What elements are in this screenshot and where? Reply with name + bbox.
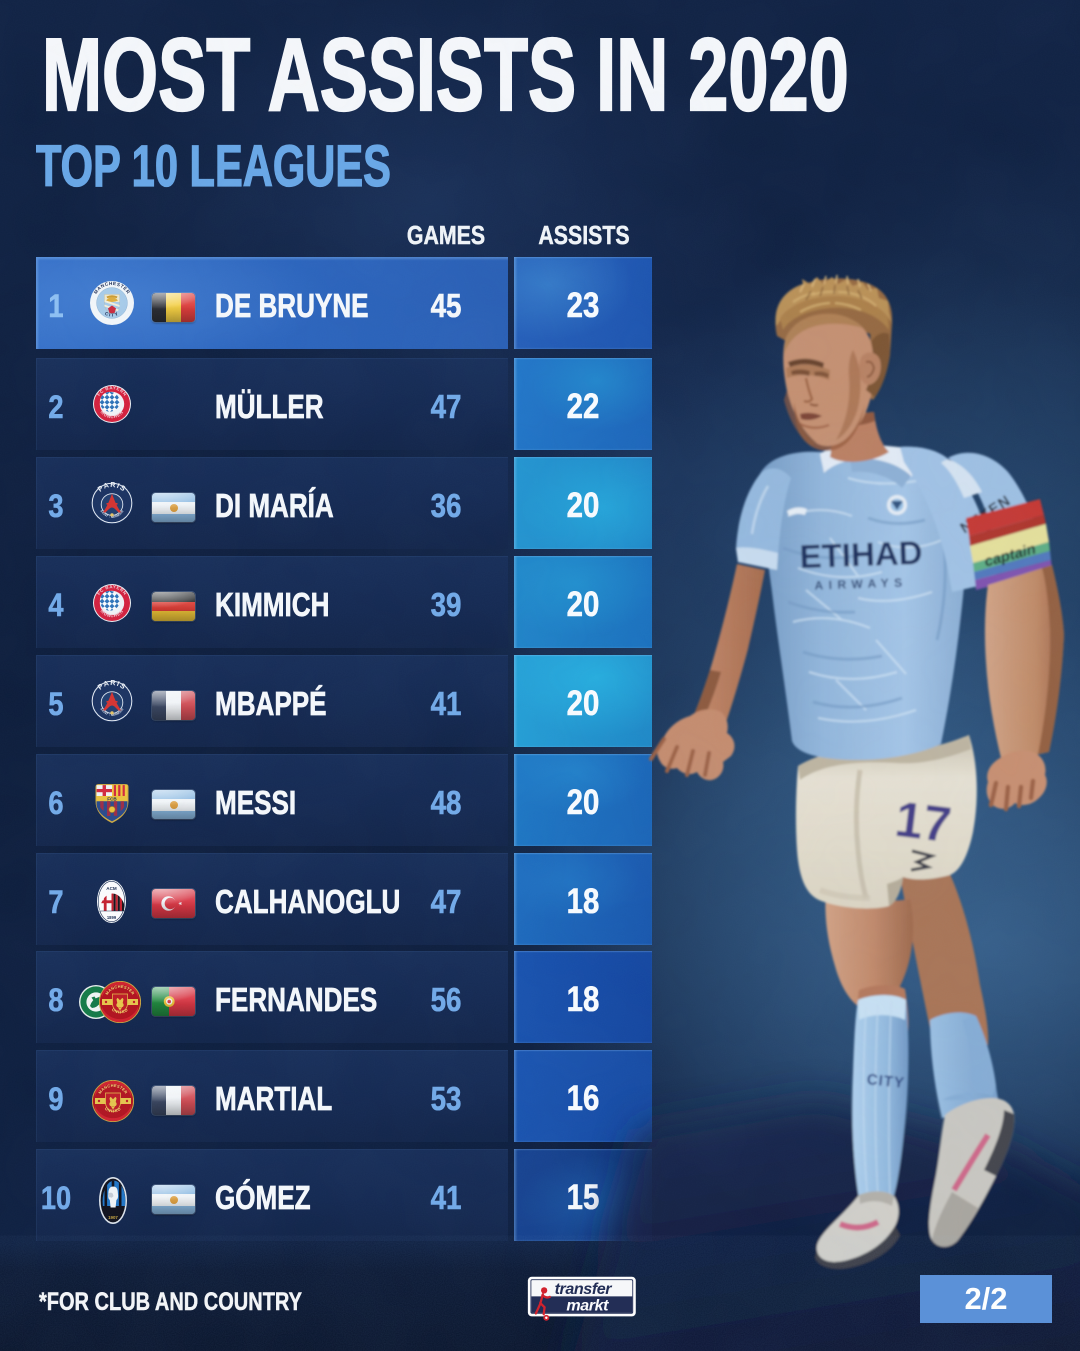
svg-text:transfer: transfer <box>555 1280 613 1298</box>
svg-text:17: 17 <box>892 791 954 853</box>
svg-text:ACM: ACM <box>106 886 117 891</box>
svg-text:FCB: FCB <box>107 797 117 802</box>
svg-text:1907: 1907 <box>108 1215 118 1220</box>
svg-text:markt: markt <box>566 1296 609 1314</box>
svg-text:1899: 1899 <box>107 915 117 920</box>
svg-text:ETIHAD: ETIHAD <box>799 534 923 575</box>
